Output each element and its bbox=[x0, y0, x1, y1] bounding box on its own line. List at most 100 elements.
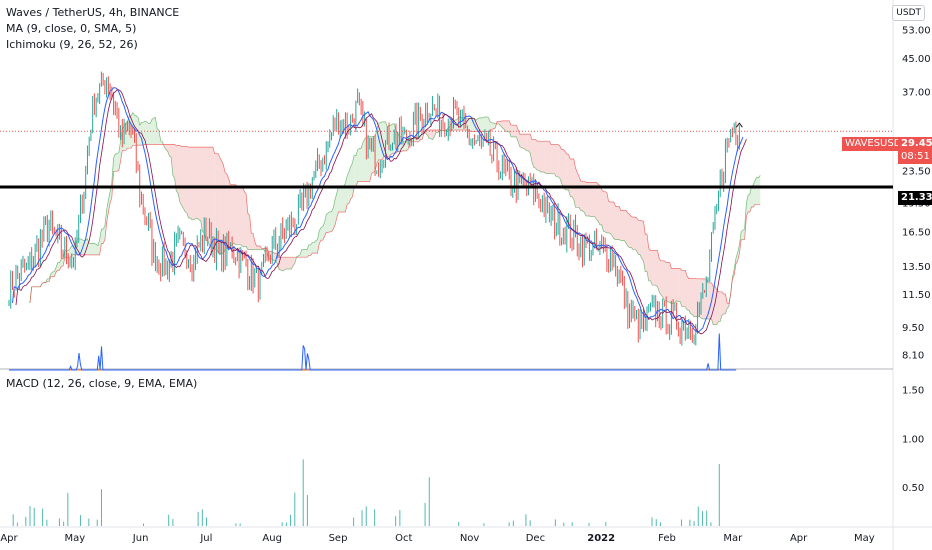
cloud-segment bbox=[579, 176, 581, 211]
cloud-segment bbox=[544, 141, 546, 174]
cloud-segment bbox=[638, 220, 641, 255]
cloud-segment bbox=[640, 220, 642, 259]
price-tick-label: 11.50 bbox=[902, 290, 931, 301]
macd-tick-label: 1.00 bbox=[902, 434, 924, 445]
cloud-segment bbox=[551, 144, 553, 174]
cloud-segment bbox=[336, 186, 339, 219]
cloud-segment bbox=[338, 186, 341, 212]
cloud-segment bbox=[200, 147, 203, 232]
cloud-segment bbox=[723, 294, 726, 314]
cloud-segment bbox=[232, 184, 234, 246]
cloud-segment bbox=[361, 142, 363, 182]
cloud-segment bbox=[505, 120, 508, 132]
cloud-segment bbox=[92, 243, 95, 255]
cloud-segment bbox=[176, 145, 179, 194]
cloud-segment bbox=[315, 239, 318, 254]
cloud-segment bbox=[688, 278, 691, 314]
cloud-segment bbox=[199, 147, 201, 221]
cloud-segment bbox=[493, 123, 496, 129]
cloud-segment bbox=[139, 122, 142, 146]
cloud-segment bbox=[78, 238, 81, 255]
cloud-segment bbox=[341, 186, 344, 212]
cloud-segment bbox=[746, 195, 749, 216]
cloud-segment bbox=[610, 201, 613, 236]
cloud-segment bbox=[678, 268, 681, 302]
cloud-segment bbox=[692, 278, 695, 317]
cloud-segment bbox=[56, 262, 58, 273]
cloud-segment bbox=[303, 249, 306, 258]
cloud-segment bbox=[312, 242, 315, 254]
cloud-segment bbox=[301, 249, 304, 258]
cloud-segment bbox=[645, 234, 647, 272]
ichimoku-indicator-label[interactable]: Ichimoku (9, 26, 52, 26) bbox=[6, 38, 138, 51]
cloud-segment bbox=[606, 192, 609, 233]
cloud-segment bbox=[659, 258, 661, 295]
cloud-segment bbox=[153, 117, 156, 145]
cloud-segment bbox=[636, 217, 639, 255]
cloud-segment bbox=[711, 282, 714, 325]
cloud-segment bbox=[334, 193, 337, 226]
cloud-segment bbox=[633, 217, 635, 250]
cloud-segment bbox=[172, 144, 175, 179]
cloud-segment bbox=[327, 211, 330, 233]
cloud-segment bbox=[619, 206, 621, 241]
cloud-segment bbox=[204, 147, 206, 241]
time-tick-label: Mar bbox=[723, 533, 743, 544]
cloud-segment bbox=[599, 185, 602, 225]
ma-indicator-label[interactable]: MA (9, close, 0, SMA, 5) bbox=[6, 22, 137, 35]
cloud-segment bbox=[219, 157, 222, 254]
cloud-segment bbox=[483, 116, 485, 132]
cloud-segment bbox=[355, 149, 358, 188]
cloud-segment bbox=[169, 144, 172, 158]
symbol-title[interactable]: Waves / TetherUS, 4h, BINANCE bbox=[6, 6, 180, 19]
cloud-segment bbox=[596, 182, 599, 222]
cloud-segment bbox=[589, 182, 592, 217]
cloud-segment bbox=[566, 153, 569, 190]
cloud-segment bbox=[244, 191, 247, 247]
cloud-segment bbox=[622, 210, 625, 241]
cloud-segment bbox=[542, 141, 545, 173]
time-tick-label: Feb bbox=[658, 533, 676, 544]
cloud-segment bbox=[246, 194, 248, 250]
cloud-segment bbox=[469, 118, 471, 132]
cloud-segment bbox=[660, 260, 663, 297]
cloud-segment bbox=[519, 134, 522, 148]
cloud-segment bbox=[226, 174, 229, 249]
price-tick-label: 9.50 bbox=[902, 323, 924, 334]
currency-unit-button[interactable]: USDT bbox=[892, 5, 925, 21]
cloud-segment bbox=[580, 181, 583, 211]
cloud-segment bbox=[52, 271, 55, 277]
cloud-segment bbox=[481, 117, 484, 132]
cloud-segment bbox=[727, 303, 729, 309]
cloud-segment bbox=[612, 201, 614, 239]
cloud-segment bbox=[205, 147, 208, 241]
price-tick-label: 8.10 bbox=[902, 351, 924, 362]
cloud-segment bbox=[737, 245, 740, 262]
cloud-segment bbox=[652, 250, 654, 286]
cloud-segment bbox=[308, 244, 311, 256]
cloud-segment bbox=[144, 121, 147, 145]
cloud-segment bbox=[552, 144, 555, 174]
cloud-segment bbox=[430, 130, 433, 140]
cloud-segment bbox=[624, 210, 627, 244]
cloud-segment bbox=[216, 153, 219, 253]
cloud-segment bbox=[617, 206, 620, 240]
cloud-segment bbox=[57, 262, 60, 271]
cloud-segment bbox=[237, 186, 240, 245]
cloud-segment bbox=[282, 257, 285, 271]
cloud-segment bbox=[233, 184, 236, 245]
macd-indicator-label[interactable]: MACD (12, 26, close, 9, EMA, EMA) bbox=[6, 377, 198, 390]
candles bbox=[8, 71, 740, 346]
cloud-segment bbox=[190, 147, 193, 220]
ma-line bbox=[12, 87, 744, 333]
cloud-segment bbox=[592, 182, 595, 217]
cloud-segment bbox=[716, 289, 719, 325]
time-tick-label: Nov bbox=[460, 533, 480, 544]
cloud-segment bbox=[429, 130, 431, 139]
cloud-segment bbox=[653, 250, 656, 286]
cloud-segment bbox=[687, 276, 689, 311]
cloud-segment bbox=[322, 222, 325, 241]
cloud-segment bbox=[357, 148, 360, 182]
cloud-segment bbox=[345, 175, 348, 212]
cloud-segment bbox=[350, 162, 353, 200]
